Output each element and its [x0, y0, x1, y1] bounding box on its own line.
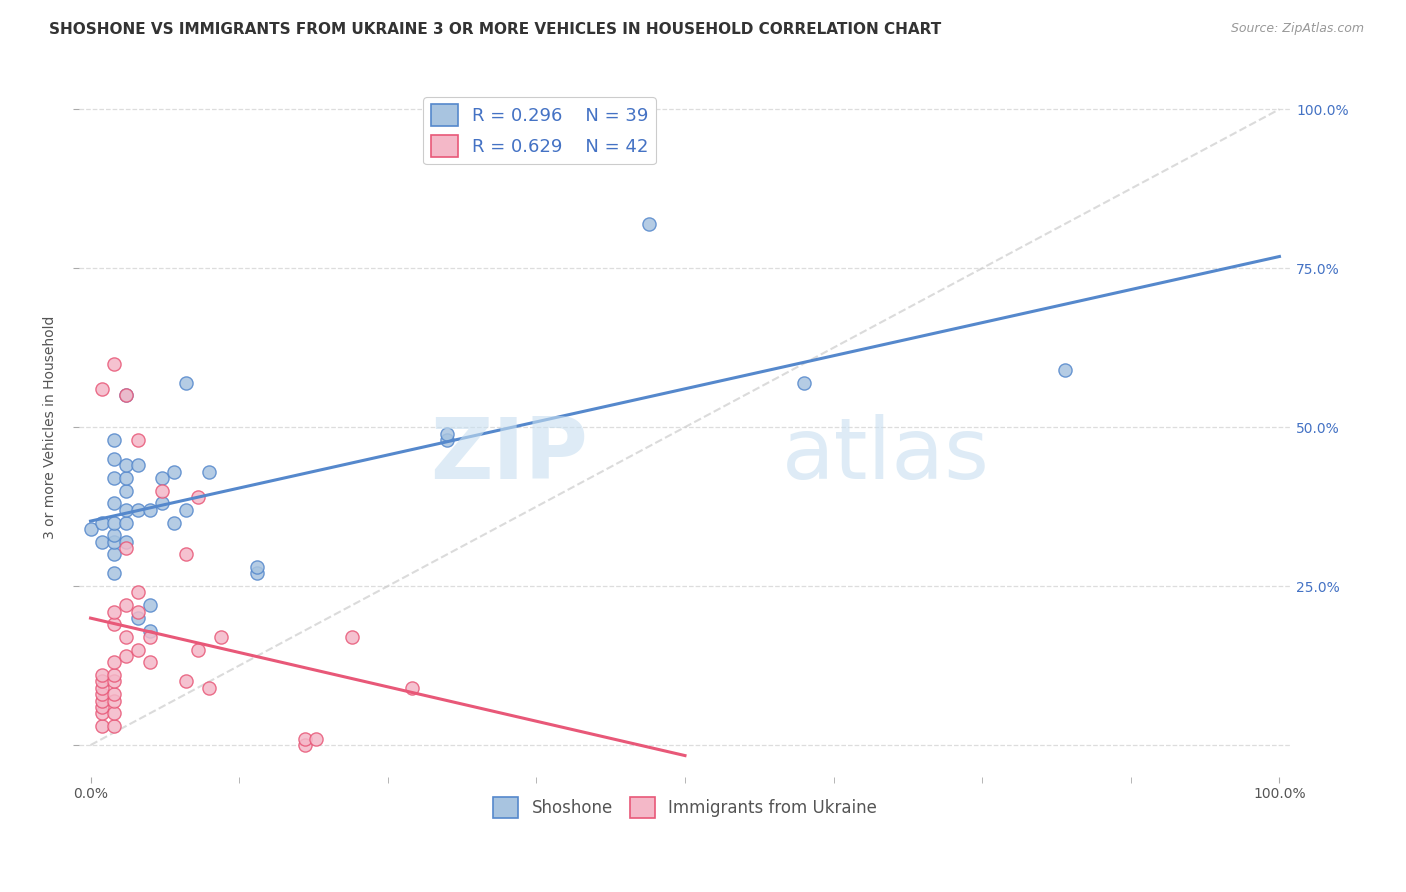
- Point: [150, 483, 173, 498]
- Text: SHOSHONE VS IMMIGRANTS FROM UKRAINE 3 OR MORE VEHICLES IN HOUSEHOLD CORRELATION : SHOSHONE VS IMMIGRANTS FROM UKRAINE 3 OR…: [49, 22, 942, 37]
- Text: atlas: atlas: [782, 414, 990, 497]
- Point: [186, 642, 208, 657]
- Point: [340, 630, 363, 644]
- Point: [103, 357, 125, 371]
- Point: [79, 522, 101, 536]
- Point: [103, 656, 125, 670]
- Point: [115, 648, 138, 663]
- Point: [127, 611, 149, 625]
- Point: [150, 496, 173, 510]
- Point: [91, 534, 114, 549]
- Point: [103, 617, 125, 632]
- Point: [103, 566, 125, 581]
- Point: [103, 668, 125, 682]
- Point: [103, 605, 125, 619]
- Point: [139, 630, 162, 644]
- Point: [115, 388, 138, 402]
- Point: [174, 376, 197, 390]
- Point: [127, 642, 149, 657]
- Point: [103, 433, 125, 447]
- Point: [638, 217, 661, 231]
- Point: [127, 503, 149, 517]
- Point: [246, 560, 269, 574]
- Point: [305, 731, 328, 746]
- Point: [793, 376, 815, 390]
- Point: [103, 687, 125, 701]
- Point: [103, 693, 125, 707]
- Point: [115, 471, 138, 485]
- Point: [174, 547, 197, 561]
- Point: [103, 528, 125, 542]
- Y-axis label: 3 or more Vehicles in Household: 3 or more Vehicles in Household: [44, 316, 58, 539]
- Point: [103, 674, 125, 689]
- Point: [91, 719, 114, 733]
- Point: [115, 534, 138, 549]
- Point: [91, 693, 114, 707]
- Point: [198, 465, 221, 479]
- Legend: Shoshone, Immigrants from Ukraine: Shoshone, Immigrants from Ukraine: [486, 791, 883, 824]
- Point: [401, 681, 423, 695]
- Point: [103, 547, 125, 561]
- Point: [103, 471, 125, 485]
- Point: [186, 490, 208, 504]
- Text: Source: ZipAtlas.com: Source: ZipAtlas.com: [1230, 22, 1364, 36]
- Point: [198, 681, 221, 695]
- Point: [294, 731, 316, 746]
- Point: [163, 465, 186, 479]
- Point: [436, 433, 458, 447]
- Point: [150, 471, 173, 485]
- Point: [103, 516, 125, 530]
- Point: [127, 458, 149, 473]
- Point: [127, 585, 149, 599]
- Point: [163, 516, 186, 530]
- Point: [115, 541, 138, 555]
- Point: [115, 458, 138, 473]
- Point: [91, 382, 114, 396]
- Point: [139, 598, 162, 612]
- Text: ZIP: ZIP: [430, 414, 588, 497]
- Point: [127, 605, 149, 619]
- Point: [103, 706, 125, 721]
- Point: [103, 452, 125, 467]
- Point: [91, 681, 114, 695]
- Point: [436, 426, 458, 441]
- Point: [115, 516, 138, 530]
- Point: [115, 388, 138, 402]
- Point: [139, 624, 162, 638]
- Point: [294, 738, 316, 752]
- Point: [115, 598, 138, 612]
- Point: [139, 656, 162, 670]
- Point: [246, 566, 269, 581]
- Point: [115, 483, 138, 498]
- Point: [1054, 363, 1077, 377]
- Point: [91, 674, 114, 689]
- Point: [91, 516, 114, 530]
- Point: [174, 503, 197, 517]
- Point: [139, 503, 162, 517]
- Point: [91, 700, 114, 714]
- Point: [103, 496, 125, 510]
- Point: [103, 719, 125, 733]
- Point: [91, 687, 114, 701]
- Point: [103, 534, 125, 549]
- Point: [174, 674, 197, 689]
- Point: [91, 668, 114, 682]
- Point: [91, 706, 114, 721]
- Point: [127, 433, 149, 447]
- Point: [209, 630, 232, 644]
- Point: [115, 503, 138, 517]
- Point: [115, 630, 138, 644]
